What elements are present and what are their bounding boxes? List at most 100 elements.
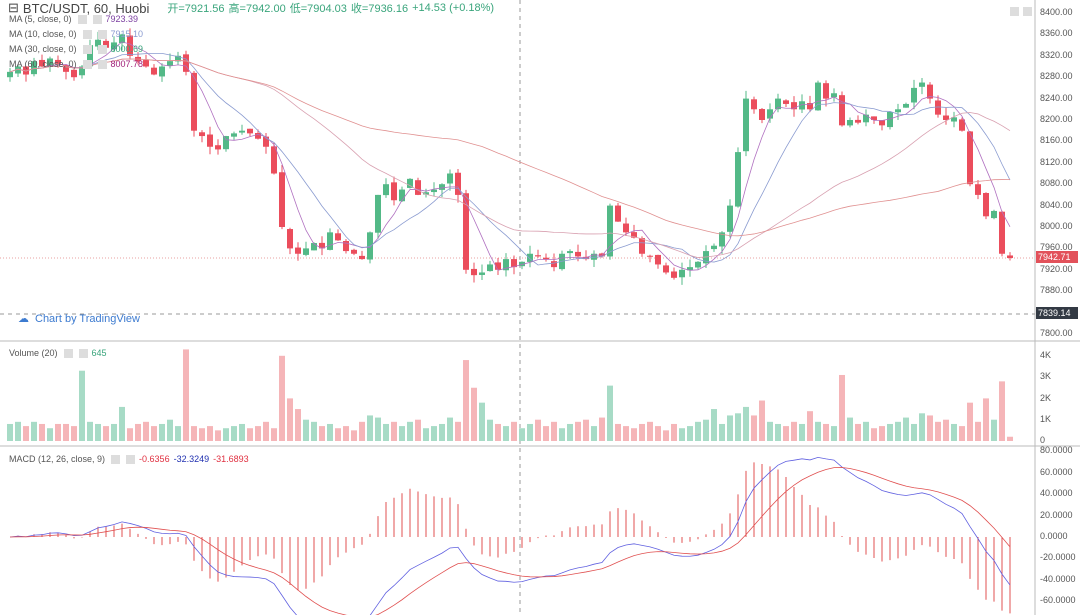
volume-bar bbox=[503, 426, 509, 441]
volume-bar bbox=[607, 385, 613, 441]
candle-body bbox=[887, 111, 893, 128]
candle-body bbox=[215, 145, 221, 150]
volume-bar bbox=[863, 421, 869, 441]
candle-body bbox=[679, 269, 685, 278]
candle-body bbox=[479, 272, 485, 275]
candle-body bbox=[87, 45, 93, 67]
candle-body bbox=[879, 120, 885, 126]
move-down-icon[interactable] bbox=[1010, 7, 1019, 16]
symbol-label[interactable]: BTC/USDT, 60, Huobi bbox=[22, 0, 150, 16]
ma-label[interactable]: MA (5, close, 0) bbox=[9, 14, 72, 24]
volume-bar bbox=[943, 419, 949, 441]
ma-legend: MA (5, close, 0) 7923.39 bbox=[9, 14, 138, 24]
settings-icon[interactable] bbox=[82, 44, 92, 54]
settings-icon[interactable] bbox=[77, 14, 87, 24]
volume-bar bbox=[743, 406, 749, 441]
axis-tick-label: 3K bbox=[1040, 371, 1052, 381]
candle-body bbox=[255, 133, 261, 139]
candle-body bbox=[695, 261, 701, 268]
settings-icon[interactable] bbox=[82, 59, 92, 69]
macd-label[interactable]: MACD (12, 26, close, 9) bbox=[9, 454, 106, 464]
volume-bar bbox=[631, 428, 637, 441]
volume-legend: Volume (20) 645 bbox=[9, 348, 107, 358]
volume-bar bbox=[231, 426, 237, 441]
axis-tick-label: 8200.00 bbox=[1040, 114, 1073, 124]
volume-bar bbox=[719, 423, 725, 441]
volume-bar bbox=[663, 430, 669, 441]
ma-5-line bbox=[9, 41, 1011, 271]
volume-bar bbox=[639, 423, 645, 441]
volume-bar bbox=[279, 355, 285, 441]
axis-tick-label: 60.0000 bbox=[1040, 466, 1073, 477]
macd-hist-value: -0.6356 bbox=[139, 454, 170, 464]
candle-body bbox=[159, 66, 165, 77]
volume-bar bbox=[191, 426, 197, 441]
candle-body bbox=[631, 232, 637, 238]
close-icon[interactable] bbox=[92, 14, 102, 24]
candle-body bbox=[671, 271, 677, 278]
settings-icon[interactable] bbox=[63, 348, 73, 358]
volume-label[interactable]: Volume (20) bbox=[9, 348, 58, 358]
candle-body bbox=[335, 233, 341, 241]
candle-body bbox=[719, 232, 725, 247]
axis-tick-label: 8280.00 bbox=[1040, 71, 1073, 82]
ma-label[interactable]: MA (10, close, 0) bbox=[9, 29, 77, 39]
axis-tick-label: 8040.00 bbox=[1040, 199, 1073, 210]
volume-value: 645 bbox=[91, 348, 107, 358]
axis-tick-label: 0 bbox=[1040, 435, 1046, 445]
candle-body bbox=[399, 189, 405, 202]
candle-body bbox=[423, 192, 429, 195]
volume-bar bbox=[399, 426, 405, 441]
ma-label[interactable]: MA (60, close, 0) bbox=[9, 59, 77, 69]
volume-bar bbox=[431, 426, 437, 441]
close-icon[interactable] bbox=[97, 59, 107, 69]
volume-bar bbox=[375, 417, 381, 441]
candle-body bbox=[743, 98, 749, 152]
candle-body bbox=[207, 134, 213, 147]
volume-bar bbox=[447, 417, 453, 441]
volume-bar bbox=[703, 419, 709, 441]
candle-body bbox=[687, 267, 693, 271]
volume-bar bbox=[791, 421, 797, 441]
volume-bar bbox=[871, 428, 877, 441]
close-icon[interactable] bbox=[97, 44, 107, 54]
maximize-icon[interactable] bbox=[1023, 7, 1032, 16]
candle-body bbox=[839, 95, 845, 126]
volume-bar bbox=[711, 409, 717, 441]
volume-bar bbox=[63, 423, 69, 441]
volume-bar bbox=[95, 423, 101, 441]
close-icon[interactable] bbox=[97, 29, 107, 39]
candle-body bbox=[855, 119, 861, 123]
candle-body bbox=[119, 34, 125, 44]
volume-bar bbox=[351, 430, 357, 441]
candle-body bbox=[391, 182, 397, 201]
candle-body bbox=[799, 101, 805, 110]
volume-bar bbox=[511, 421, 517, 441]
volume-bar bbox=[767, 421, 773, 441]
settings-icon[interactable] bbox=[111, 454, 121, 464]
volume-bar bbox=[727, 415, 733, 441]
symbol-menu-icon[interactable]: ⊟ bbox=[8, 0, 19, 15]
volume-bar bbox=[487, 419, 493, 441]
volume-bar bbox=[175, 426, 181, 441]
candle-body bbox=[975, 184, 981, 195]
volume-bar bbox=[1007, 436, 1013, 441]
volume-bar bbox=[527, 423, 533, 441]
candle-body bbox=[623, 223, 629, 233]
settings-icon[interactable] bbox=[82, 29, 92, 39]
ma-label[interactable]: MA (30, close, 0) bbox=[9, 44, 77, 54]
volume-bar bbox=[655, 426, 661, 441]
candle-body bbox=[983, 193, 989, 217]
watermark-text: Chart by TradingView bbox=[35, 312, 140, 325]
candle-body bbox=[415, 180, 421, 195]
pane-controls bbox=[1008, 7, 1032, 16]
close-icon[interactable] bbox=[78, 348, 88, 358]
volume-bar bbox=[823, 423, 829, 441]
candle-body bbox=[55, 59, 61, 64]
close-icon[interactable] bbox=[126, 454, 136, 464]
tradingview-watermark[interactable]: ☁ Chart by TradingView bbox=[18, 312, 140, 326]
volume-bar bbox=[223, 428, 229, 441]
volume-bar bbox=[751, 415, 757, 441]
volume-bar bbox=[951, 423, 957, 441]
